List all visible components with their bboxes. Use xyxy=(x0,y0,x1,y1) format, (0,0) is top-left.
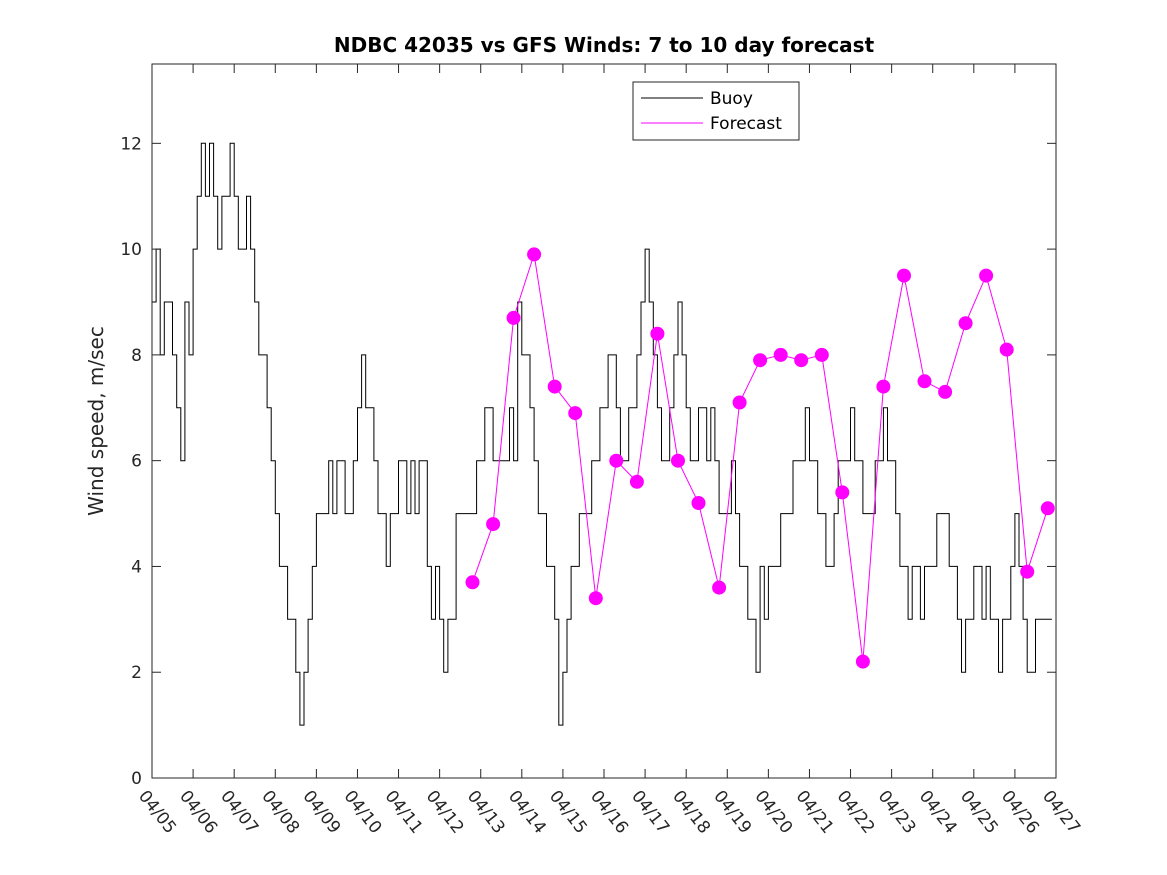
forecast-point xyxy=(1020,564,1035,579)
forecast-point xyxy=(794,353,809,368)
forecast-point xyxy=(588,591,603,606)
forecast-point xyxy=(1040,501,1055,516)
forecast-point xyxy=(835,485,850,500)
legend-box xyxy=(632,81,800,141)
y-tick-label: 10 xyxy=(120,240,142,260)
y-tick-label: 6 xyxy=(131,452,142,472)
forecast-point xyxy=(814,347,829,362)
forecast-point xyxy=(979,268,994,283)
legend: Buoy Forecast xyxy=(632,81,800,141)
chart-title: NDBC 42035 vs GFS Winds: 7 to 10 day for… xyxy=(334,33,875,57)
forecast-point xyxy=(527,247,542,262)
y-tick-label: 8 xyxy=(131,346,142,366)
buoy-series-layer xyxy=(152,142,1052,726)
y-axis-ticks: 0 2 4 6 8 10 12 xyxy=(120,134,1056,789)
forecast-point xyxy=(999,342,1014,357)
forecast-point xyxy=(629,474,644,489)
forecast-point xyxy=(465,575,480,590)
forecast-point xyxy=(917,374,932,389)
forecast-point xyxy=(486,517,501,532)
forecast-point xyxy=(712,580,727,595)
forecast-point xyxy=(753,353,768,368)
forecast-point xyxy=(897,268,911,283)
forecast-point xyxy=(568,406,583,421)
y-tick-label: 0 xyxy=(131,769,142,789)
forecast-point xyxy=(732,395,747,410)
forecast-point xyxy=(506,310,521,325)
forecast-series-layer xyxy=(465,247,1055,669)
y-axis-label: Wind speed, m/sec xyxy=(84,326,108,516)
buoy-series-line xyxy=(152,142,1052,726)
forecast-point xyxy=(547,379,562,394)
y-tick-label: 12 xyxy=(120,134,142,154)
forecast-point xyxy=(691,496,706,510)
legend-buoy-label: Buoy xyxy=(710,89,753,109)
plot-area xyxy=(152,64,1056,778)
forecast-point xyxy=(773,347,788,362)
forecast-point xyxy=(650,326,665,341)
forecast-point xyxy=(876,379,891,394)
y-tick-label: 4 xyxy=(131,557,142,577)
forecast-point xyxy=(855,654,870,669)
forecast-point xyxy=(958,316,973,331)
forecast-point xyxy=(671,453,685,468)
legend-forecast-label: Forecast xyxy=(710,114,782,134)
forecast-point xyxy=(609,453,624,468)
forecast-point xyxy=(938,384,953,399)
y-tick-label: 2 xyxy=(131,663,142,683)
